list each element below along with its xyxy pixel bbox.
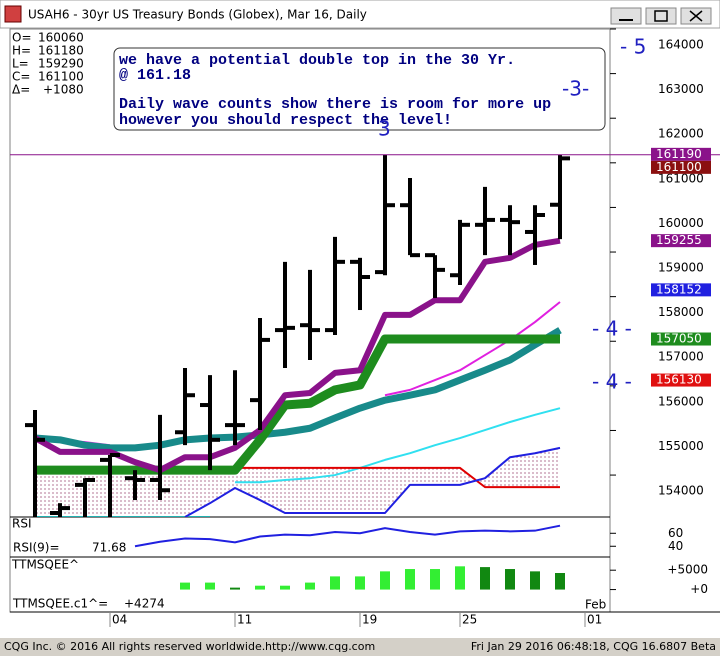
info-label: C=: [12, 70, 30, 84]
price-tag: [651, 373, 711, 387]
status-bar: [0, 638, 720, 656]
readout-value: +4274: [124, 597, 165, 611]
momentum-bar: [280, 585, 290, 590]
window-buttons[interactable]: [610, 7, 712, 25]
y-tick-label: 157000: [658, 350, 704, 364]
y-tick-label: 40: [668, 539, 683, 553]
momentum-bar: [205, 582, 215, 590]
note-line: Daily wave counts show there is room for…: [119, 96, 551, 113]
info-label: H=: [12, 44, 31, 58]
price-tag: [651, 283, 711, 297]
panel-title: TTMSQEE^: [11, 558, 79, 572]
x-tick-label: 01: [587, 613, 602, 627]
y-tick-label: 161000: [658, 171, 704, 185]
y-tick-label: 154000: [658, 484, 704, 498]
info-value: 159290: [38, 57, 84, 71]
cloud: [35, 447, 560, 517]
readout-label: RSI(9)=: [13, 541, 60, 555]
website-link[interactable]: http://www.cqg.com: [265, 640, 375, 653]
price-tag-label: 156130: [656, 373, 702, 387]
copyright: CQG Inc. © 2016 All rights reserved worl…: [4, 640, 265, 653]
momentum-bar: [480, 567, 490, 590]
info-label: Δ=: [12, 83, 30, 97]
price-tag: [651, 160, 711, 174]
info-value: 161180: [38, 44, 84, 58]
indicator-line: [184, 446, 561, 517]
price-tag: [651, 234, 711, 248]
close-icon: [689, 10, 703, 22]
y-tick-label: 162000: [658, 127, 704, 141]
window-title: USAH6 - 30yr US Treasury Bonds (Globex),…: [28, 8, 367, 22]
price-tag: [651, 332, 711, 346]
indicator-line: [34, 327, 562, 452]
momentum-bar: [530, 571, 540, 590]
panel-title: RSI: [12, 517, 32, 531]
month-label: Feb: [585, 598, 606, 612]
info-label: O=: [12, 31, 32, 45]
info-value: 161100: [38, 70, 84, 84]
momentum-bar: [380, 571, 390, 590]
price-tag-label: 157050: [656, 332, 702, 346]
momentum-bar: [230, 587, 240, 590]
y-tick-label: 164000: [658, 38, 704, 52]
momentum-bar: [330, 576, 340, 590]
info-value: 160060: [38, 31, 84, 45]
y-tick-label: +0: [690, 582, 708, 596]
maximize-icon: [654, 10, 668, 22]
note-line: @ 161.18: [119, 67, 191, 84]
x-tick-label: 04: [112, 613, 127, 627]
momentum-bar: [405, 569, 415, 590]
price-plot: [25, 154, 570, 517]
maximize-button[interactable]: [645, 7, 677, 25]
y-tick-label: 155000: [658, 439, 704, 453]
wave-label: - 4 -: [592, 370, 632, 394]
note-box: [113, 47, 606, 131]
price-tag-label: 161100: [656, 160, 702, 174]
indicator-line: [235, 407, 561, 484]
indicator-line: [33, 237, 561, 474]
y-tick-label: +5000: [667, 563, 708, 577]
note-line: we have a potential double top in the 30…: [119, 52, 515, 69]
momentum-bar: [505, 569, 515, 590]
momentum-bar: [180, 582, 190, 590]
price-tag: [651, 147, 711, 161]
wave-label: - 5: [620, 35, 646, 59]
wave-label: -3-: [562, 77, 589, 101]
readout-label: TTMSQEE.c1^=: [12, 597, 108, 611]
minimize-button[interactable]: [610, 7, 642, 25]
y-tick-label: 160000: [658, 216, 704, 230]
momentum-bar: [555, 573, 565, 590]
timestamp: Fri Jan 29 2016 06:48:18, CQG 16.6807 Be…: [471, 640, 716, 653]
y-tick-label: 156000: [658, 394, 704, 408]
x-tick-label: 19: [362, 613, 377, 627]
indicator-line: [35, 334, 560, 475]
readout-bg: [11, 541, 133, 555]
x-tick-label: 11: [237, 613, 252, 627]
wave-label: 3: [378, 117, 391, 141]
y-tick-label: 60: [668, 526, 683, 540]
momentum-bar: [430, 569, 440, 590]
y-tick-label: 158000: [658, 305, 704, 319]
readout-bg: [11, 597, 173, 611]
price-tag-label: 159255: [656, 233, 702, 247]
price-tag-label: 161190: [656, 147, 702, 161]
info-value: +1080: [43, 83, 84, 97]
momentum-bar: [455, 566, 465, 590]
app-icon: [4, 5, 22, 23]
info-label: L=: [12, 57, 29, 71]
note-line: however you should respect the level!: [119, 112, 452, 129]
momentum-bar: [255, 585, 265, 590]
momentum-bar: [355, 576, 365, 590]
readout-value: 71.68: [92, 541, 126, 555]
price-tag-label: 158152: [656, 282, 702, 296]
title-bar: [0, 0, 720, 29]
y-tick-label: 163000: [658, 82, 704, 96]
wave-label: - 4 -: [592, 317, 632, 341]
momentum-bar: [305, 582, 315, 590]
rsi-line: [134, 524, 561, 548]
y-tick-label: 159000: [658, 261, 704, 275]
x-tick-label: 25: [462, 613, 477, 627]
